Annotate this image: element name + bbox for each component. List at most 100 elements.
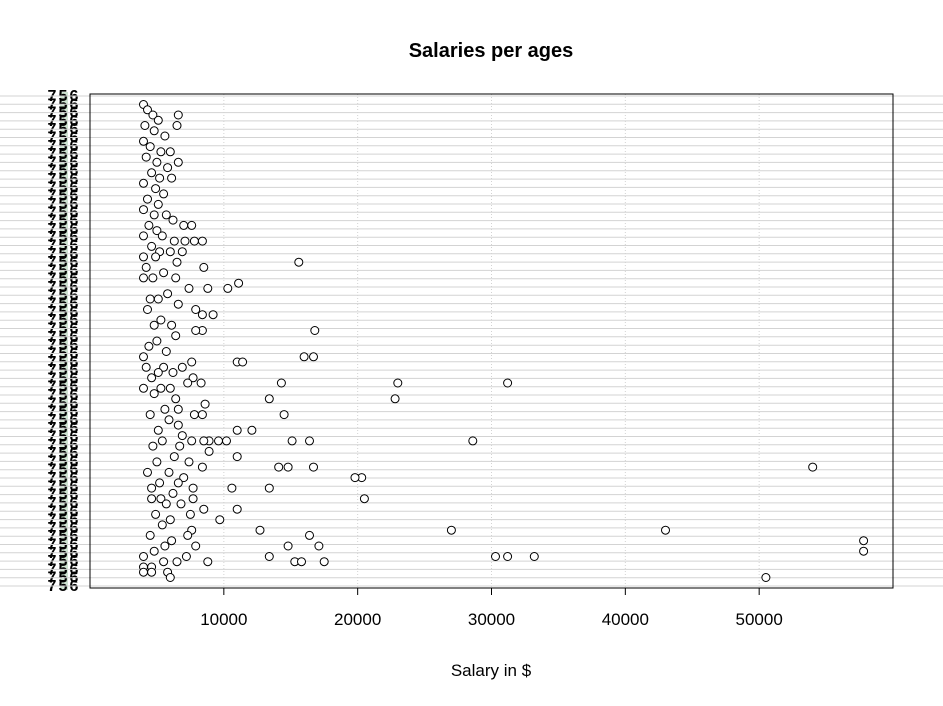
y-tick-label: 7 [48,312,57,329]
data-point [172,121,182,130]
data-point [143,105,152,115]
data-point [149,126,159,136]
x-tick-label: 50000 [736,610,783,629]
y-tick-label: 6 [70,312,79,329]
data-point [223,283,233,293]
data-point [859,536,869,546]
data-point [172,257,182,267]
data-point [141,152,151,162]
data-point [264,552,274,561]
data-point [139,205,148,215]
data-point [167,536,177,546]
data-point [169,236,179,246]
y-tick-label: 6 [70,437,79,454]
y-tick-label: 6 [70,96,79,113]
y-tick-label: 7 [48,462,57,479]
data-point [175,441,185,451]
data-point [160,131,170,141]
y-tick-label: 7 [48,154,57,171]
y-tick-label: 5 [59,154,68,171]
x-tick-label: 40000 [602,610,649,629]
data-point [199,436,209,446]
data-point [214,436,223,446]
data-point [197,462,207,472]
data-point [197,236,207,246]
y-tick-label: 7 [48,254,57,271]
y-tick-label: 6 [70,262,79,279]
data-point [141,362,151,372]
data-point [157,231,167,241]
y-tick-label: 5 [59,462,68,479]
y-tick-label: 5 [59,254,68,271]
data-point [183,530,193,540]
y-tick-label: 7 [48,453,57,470]
data-point [191,326,201,335]
data-point [393,378,403,388]
data-point [164,415,174,425]
data-point [227,483,237,493]
data-point [446,525,456,535]
y-tick-label: 5 [59,96,68,113]
data-point [151,509,161,519]
data-point [147,483,157,493]
data-point [309,352,318,362]
data-point [143,194,152,204]
y-tick-label: 6 [70,445,79,462]
data-point [163,163,173,173]
y-tick-label: 6 [70,429,79,446]
y-tick-label: 5 [59,453,68,470]
y-tick-label: 5 [59,121,68,138]
data-point [179,473,189,483]
y-tick-label: 7 [48,429,57,446]
data-point [161,347,171,356]
data-point [153,115,163,125]
data-point [232,504,242,514]
data-point [283,462,293,472]
data-point [159,189,169,199]
data-point [196,378,206,388]
data-point [155,478,165,488]
data-point [287,436,297,446]
y-tick-label: 5 [59,262,68,279]
data-point [168,215,178,225]
data-point [160,541,170,551]
data-point [177,362,187,372]
chart-title: Salaries per ages [409,40,574,62]
y-tick-label: 7 [48,321,57,338]
data-point [155,173,165,183]
data-point [314,541,324,551]
data-point [180,236,190,246]
y-tick-label: 5 [59,329,68,346]
data-point [808,462,818,472]
y-tick-label: 6 [70,287,79,304]
data-point [188,483,198,493]
y-tick-label: 6 [70,487,79,504]
data-point [184,283,194,293]
data-point [276,378,286,388]
data-point [503,552,513,561]
y-tick-label: 5 [59,495,68,512]
y-tick-label: 6 [70,296,79,313]
y-tick-label: 5 [59,130,68,147]
data-point [187,357,197,367]
data-point [319,557,329,567]
y-tick-label: 7 [48,470,57,487]
data-point [141,262,151,272]
data-point [159,268,169,278]
data-point [149,389,159,399]
data-point [305,436,314,446]
y-tick-label: 5 [59,321,68,338]
data-point [183,378,193,388]
data-point [529,552,539,561]
data-point [157,436,167,446]
y-tick-label: 7 [48,487,57,504]
data-point [279,410,289,420]
data-point [145,294,155,304]
data-point [309,462,318,472]
data-point [310,326,320,335]
data-point [165,515,175,525]
data-point [164,467,174,477]
data-point [152,336,162,346]
data-point [177,431,187,441]
